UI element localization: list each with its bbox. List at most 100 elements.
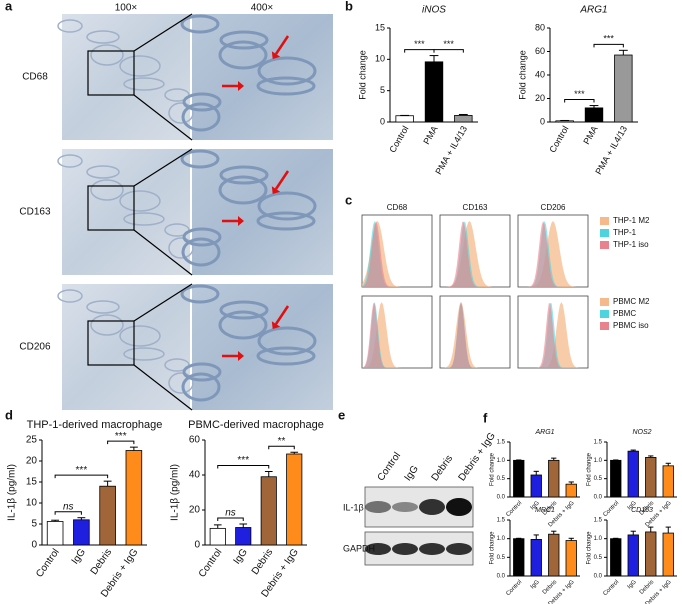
tissue-gland [90,44,124,66]
x-tick-label: Control [602,500,620,518]
tissue-gland [119,325,161,347]
blot-band [446,543,472,555]
y-tick-label: 1.0 [497,536,506,542]
flow-panel [439,295,511,369]
histology-image [62,284,190,410]
flow-column-label: CD206 [541,203,566,212]
x-tick-label: Control [547,124,570,154]
significance-bracket [404,49,435,53]
bar [662,532,674,577]
bar [454,115,473,123]
tissue-gland [256,346,316,366]
tissue-gland [257,326,317,356]
x-tick-label: IgG [530,579,541,590]
y-tick-label: 0 [31,540,37,551]
bar [662,465,674,498]
bar [627,450,639,498]
x-tick-label: PMA [421,124,439,146]
chart-title: ARG1 [579,5,607,16]
y-axis-label: IL-1β (pg/ml) [7,464,18,521]
bar [235,527,252,546]
y-tick-label: 1.5 [594,440,603,446]
arrow [274,170,290,190]
significance-label: *** [115,431,127,442]
x-tick-label: IgG [627,579,638,590]
panel-letter: f [483,410,488,425]
flow-histogram [362,303,432,368]
legend-label: THP-1 iso [613,240,649,249]
bar [645,456,657,498]
lane-label: Debris [430,453,456,483]
arrow-head [271,51,281,59]
legend-swatch [600,310,609,318]
histology-image [62,149,190,275]
tissue-gland [219,30,269,50]
tissue-gland [257,56,317,86]
y-tick-label: 20 [189,505,201,516]
y-tick-label: 0 [194,540,200,551]
tissue-gland [182,362,222,382]
tissue-gland [180,284,220,304]
y-tick-label: 10 [375,54,385,64]
tissue-gland [218,175,268,205]
x-tick-label: IgG [530,500,541,511]
zoom-box [87,185,135,231]
blot-row-label: GAPDH [343,543,375,553]
significance-label: *** [237,455,249,466]
legend-label: THP-1 M2 [613,216,650,225]
zoom-line [133,13,193,52]
flow-histogram [440,302,510,368]
significance-bracket [54,474,109,479]
arrow [274,35,290,55]
histology-image [62,14,190,140]
x-tick-label: PMA [581,124,599,146]
significance-label: ns [63,501,74,512]
bar [548,533,560,577]
chart-title: NOS2 [632,429,651,436]
significance-bracket [433,49,464,53]
legend-label: THP-1 [613,228,637,237]
panel-letter: b [345,0,353,13]
bar [645,531,657,577]
x-tick-label: Control [505,579,523,597]
y-axis-label: Fold change [357,50,367,100]
row-label: CD206 [19,342,51,353]
x-tick-label: Debris [639,579,656,596]
blot-band [392,502,418,512]
x-tick-label: Debris [250,547,276,577]
x-tick-label: Debris [542,579,559,596]
y-tick-label: 0 [380,116,385,126]
chart-title: THP-1-derived macrophage [27,419,163,431]
bar [125,450,143,546]
y-tick-label: 0 [540,116,545,126]
x-tick-label: Control [34,547,62,580]
bar [513,459,525,498]
y-tick-label: 1.5 [497,518,506,524]
y-axis-label: Fold change [587,452,593,486]
tissue-gland [57,289,83,303]
tissue-gland [181,237,221,267]
flow-histogram [518,303,588,368]
tissue-gland [123,212,165,226]
tissue-gland [57,19,83,33]
bar [513,538,525,577]
panel-letter: e [338,407,345,422]
y-tick-label: 10 [26,498,38,509]
y-tick-label: 15 [375,22,385,32]
bar [555,120,574,123]
chart-title: CD163 [631,507,653,514]
significance-bracket [593,43,624,48]
significance-label: *** [76,465,88,476]
x-tick-label: Control [602,579,620,597]
significance-label: ns [225,508,236,519]
y-tick-label: 0.5 [594,476,603,482]
panel-letter: c [345,192,352,207]
panel-letter: a [5,0,13,13]
chart-title: PBMC-derived macrophage [188,419,324,431]
y-tick-label: 60 [535,46,545,56]
significance-bracket [217,465,270,469]
tissue-gland [218,40,268,70]
bar [610,538,622,577]
x-tick-label: PMA + IL4/13 [433,124,469,176]
